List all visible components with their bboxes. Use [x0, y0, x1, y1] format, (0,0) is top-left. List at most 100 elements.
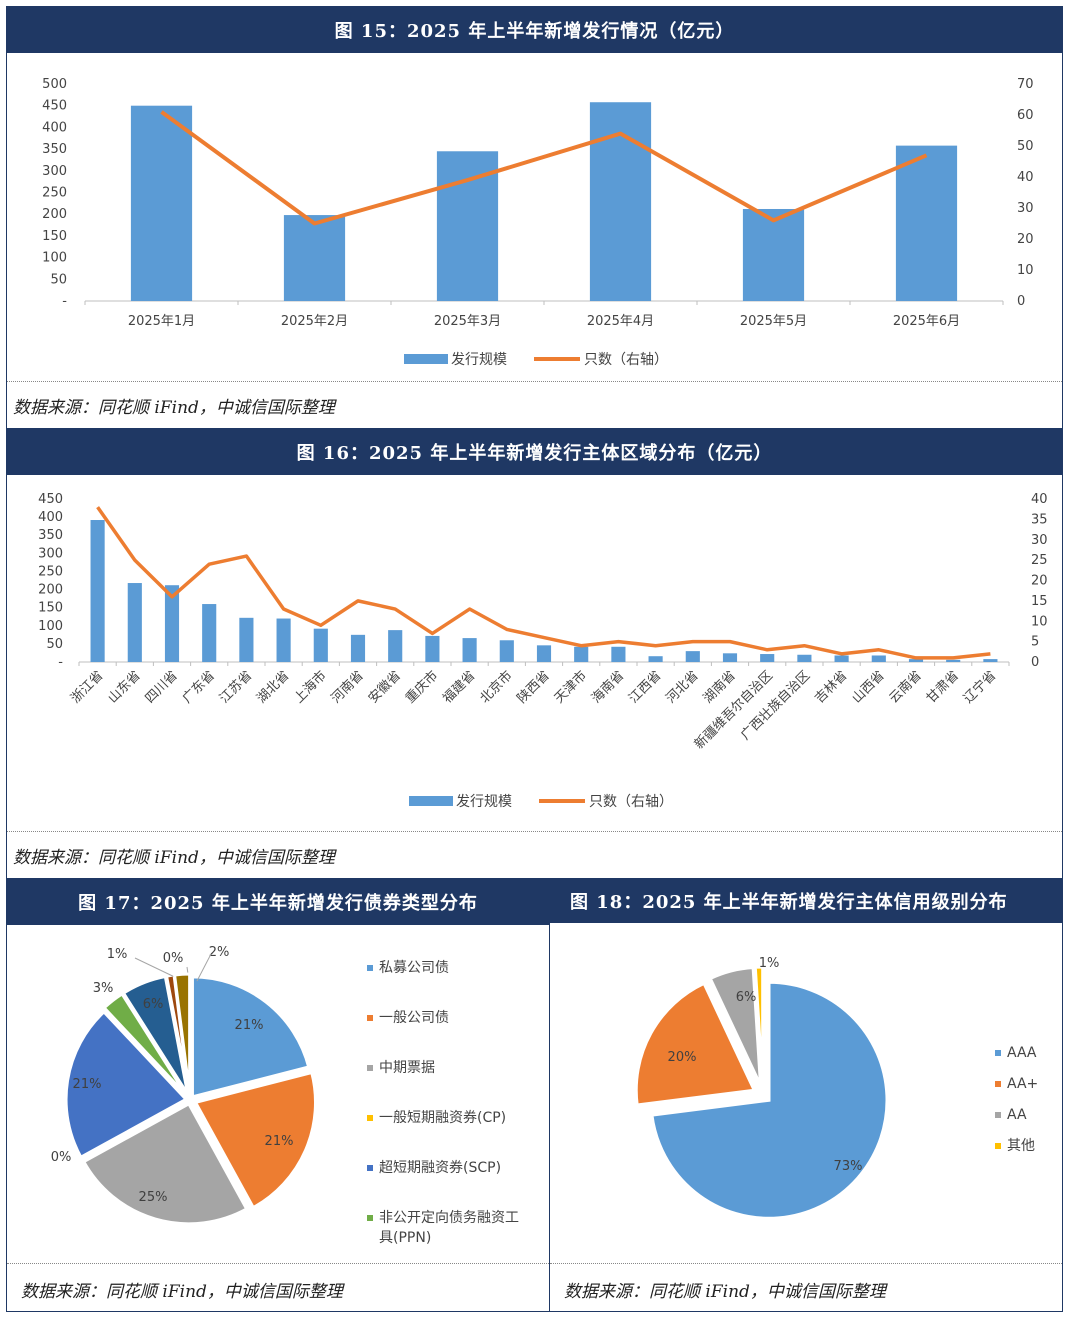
pie-data-label: 20%: [668, 1050, 697, 1065]
bar-广西壮族自治区: [797, 654, 812, 662]
series-line-count: [96, 506, 991, 660]
bar-2025年2月: [283, 215, 346, 301]
pie-slice-非公开定向债务融资工具(PPN): [102, 991, 188, 1097]
y-axis-right-tick-label: 50: [1017, 139, 1034, 154]
x-axis-tick-label: 2025年2月: [281, 314, 348, 329]
figure-15-source: 数据来源：同花顺 iFind，中诚信国际整理: [13, 398, 335, 418]
y-axis-right-tick-label: 30: [1017, 201, 1034, 216]
pie-data-label: 21%: [73, 1077, 102, 1092]
pie-slice-AAA: [650, 980, 889, 1220]
legend-swatch-私募公司债: [367, 965, 373, 971]
x-axis-tick-label: 甘肃省: [924, 668, 962, 706]
y-axis-left-tick-label: 450: [42, 99, 67, 114]
y-axis-left-tick-label: 400: [42, 120, 67, 135]
bar-新疆维吾尔自治区: [760, 654, 775, 662]
y-axis-left-tick-label: 300: [38, 546, 63, 561]
y-axis-left-tick-label: 200: [42, 207, 67, 222]
bar-重庆市: [425, 635, 440, 662]
bar-山西省: [871, 655, 886, 662]
bar-河南省: [350, 634, 366, 662]
y-axis-left-tick-label: 100: [42, 251, 67, 266]
x-axis-tick-label: 山西省: [849, 668, 887, 706]
x-axis-tick-label: 2025年5月: [740, 314, 807, 329]
legend-swatch-非公开定向债务融资工具(PPN): [367, 1215, 373, 1221]
y-axis-right-tick-label: 10: [1017, 263, 1034, 278]
y-axis-right-tick-label: 30: [1031, 533, 1048, 548]
pie-slice-unlabeled-9: [172, 972, 192, 1095]
x-axis-tick-label: 山东省: [105, 668, 143, 706]
legend-bar-swatch: [409, 796, 453, 806]
x-axis-tick-label: 上海市: [291, 668, 330, 707]
x-axis-tick-label: 海南省: [588, 668, 627, 707]
y-axis-right-tick-label: 0: [1017, 294, 1025, 309]
pie-data-label: 0%: [51, 1150, 72, 1165]
bar-广东省: [202, 604, 217, 662]
pie-data-label: 6%: [736, 990, 757, 1005]
pie-slice-私募公司债: [190, 975, 311, 1099]
bar-安徽省: [388, 630, 403, 662]
y-axis-left-tick-label: 150: [38, 601, 63, 616]
x-axis-tick-label: 吉林省: [812, 668, 850, 706]
figure-15-panel: 图 15：2025 年上半年新增发行情况（亿元） -50 100 150 200 250…: [6, 6, 1063, 430]
bar-2025年5月: [742, 208, 805, 301]
legend-label-超短期融资券(SCP): 超短期融资券(SCP): [379, 1160, 501, 1176]
y-axis-left-tick-label: 150: [42, 229, 67, 244]
bar-湖南省: [722, 653, 738, 662]
y-axis-right-tick-label: 25: [1031, 553, 1048, 568]
figure-18-divider: [550, 1263, 1062, 1264]
x-axis-tick-label: 四川省: [143, 668, 181, 706]
series-line-count: [160, 110, 928, 226]
x-axis-tick-label: 北京市: [477, 668, 516, 707]
legend-label-非公开定向债务融资工具(PPN): 具(PPN): [379, 1230, 431, 1246]
y-axis-left-tick-label: 250: [38, 564, 63, 579]
x-axis-tick-label: 2025年3月: [434, 314, 501, 329]
x-axis-tick-label: 2025年1月: [128, 314, 195, 329]
pie-data-label: 2%: [209, 945, 230, 960]
x-axis-tick-label: 天津市: [551, 668, 590, 707]
y-axis-right-tick-label: 10: [1031, 614, 1048, 629]
y-axis-left-tick-label: 500: [42, 77, 67, 92]
y-axis-left-tick-label: -: [62, 294, 67, 309]
y-axis-left-tick-label: 350: [42, 142, 67, 157]
bar-辽宁省: [983, 659, 998, 662]
x-axis-tick-label: 江西省: [626, 668, 664, 706]
bar-北京市: [499, 640, 514, 662]
y-axis-right-tick-label: 40: [1017, 170, 1034, 185]
y-axis-left-tick-label: 450: [38, 492, 63, 507]
legend-swatch-AA+: [995, 1081, 1001, 1087]
bar-江西省: [648, 656, 663, 662]
figure-16-panel: 图 16：2025 年上半年新增发行主体区域分布（亿元） -50 100 150 20…: [6, 428, 1063, 880]
pie-slice-AA+: [634, 981, 757, 1107]
y-axis-right-tick-label: 0: [1031, 655, 1039, 670]
legend-label-其他: 其他: [1007, 1138, 1035, 1154]
x-axis-tick-label: 云南省: [886, 668, 925, 707]
y-axis-right-tick-label: 20: [1017, 232, 1034, 247]
legend-swatch-一般短期融资券(CP): [367, 1115, 373, 1121]
x-axis-tick-label: 广东省: [180, 668, 218, 706]
x-axis-tick-label: 辽宁省: [960, 668, 999, 707]
y-axis-right-tick-label: 20: [1031, 574, 1048, 589]
y-axis-right-tick-label: 60: [1017, 108, 1034, 123]
legend-label-AA: AA: [1007, 1107, 1027, 1123]
bar-四川省: [164, 585, 180, 662]
x-axis-tick-label: 江苏省: [216, 668, 255, 707]
legend-swatch-中期票据: [367, 1065, 373, 1071]
figure-16-chart: - 50 100 150 200 250 300 350 400 450 0 5 10 15 20 25 30 3…: [38, 492, 1048, 810]
bar-天津市: [574, 646, 589, 662]
figure-16-divider: [7, 831, 1062, 832]
legend-label-一般短期融资券(CP): 一般短期融资券(CP): [379, 1110, 506, 1126]
figure-17-chart: 21% 21% 25% 0% 21% 3% 6% 1% 0% 2% 私募公司债一般公司债中期票据一般…: [51, 945, 519, 1246]
legend-line-label: 只数（右轴）: [584, 352, 668, 368]
legend-label-中期票据: 中期票据: [379, 1060, 435, 1076]
pie-data-label: 0%: [163, 951, 184, 966]
bar-上海市: [313, 628, 328, 662]
y-axis-left-tick-label: 400: [38, 510, 63, 525]
legend-bar-label: 发行规模: [456, 794, 512, 810]
x-axis-tick-label: 福建省: [440, 668, 478, 706]
x-axis-tick-label: 河南省: [328, 668, 367, 707]
figure-17-divider: [7, 1263, 549, 1264]
pie-leader-line: [196, 953, 212, 982]
legend-label-AA+: AA+: [1007, 1076, 1038, 1092]
y-axis-left-tick-label: 300: [42, 164, 67, 179]
x-axis-tick-label: 湖北省: [254, 668, 292, 706]
